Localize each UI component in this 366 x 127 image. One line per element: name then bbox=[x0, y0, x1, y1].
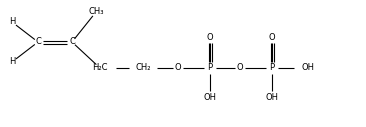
Text: OH: OH bbox=[302, 64, 315, 73]
Text: H: H bbox=[9, 18, 15, 27]
Text: CH₃: CH₃ bbox=[88, 7, 104, 17]
Text: OH: OH bbox=[203, 93, 217, 102]
Text: P: P bbox=[208, 64, 213, 73]
Text: O: O bbox=[269, 34, 275, 43]
Text: C: C bbox=[69, 37, 75, 46]
Text: H: H bbox=[9, 58, 15, 67]
Text: H₂C: H₂C bbox=[92, 64, 108, 73]
Text: CH₂: CH₂ bbox=[135, 64, 151, 73]
Text: O: O bbox=[175, 64, 181, 73]
Text: P: P bbox=[269, 64, 274, 73]
Text: OH: OH bbox=[265, 93, 279, 102]
Text: O: O bbox=[237, 64, 243, 73]
Text: C: C bbox=[35, 37, 41, 46]
Text: O: O bbox=[207, 34, 213, 43]
